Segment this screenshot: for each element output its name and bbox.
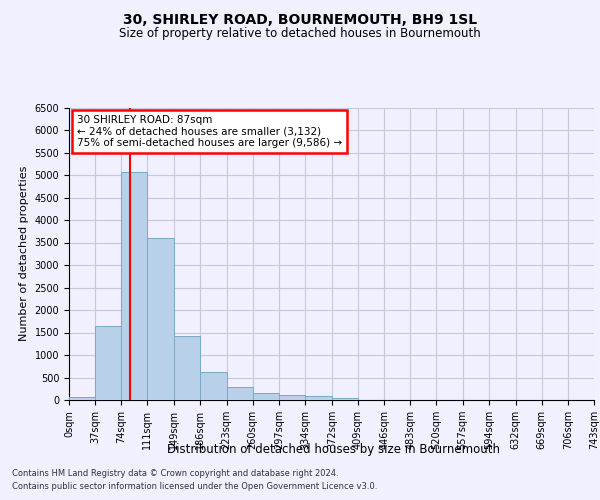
Text: Contains HM Land Registry data © Crown copyright and database right 2024.: Contains HM Land Registry data © Crown c… [12, 468, 338, 477]
Bar [200, 372, 227, 400]
Bar [227, 387, 253, 400]
Bar [332, 398, 358, 400]
Text: Distribution of detached houses by size in Bournemouth: Distribution of detached houses by size … [167, 442, 500, 456]
Bar [305, 396, 332, 400]
Text: Size of property relative to detached houses in Bournemouth: Size of property relative to detached ho… [119, 28, 481, 40]
Y-axis label: Number of detached properties: Number of detached properties [19, 166, 29, 342]
Bar [121, 172, 148, 400]
Bar [148, 238, 174, 400]
Bar [253, 394, 279, 400]
Bar [69, 396, 95, 400]
Bar [279, 395, 305, 400]
Text: 30, SHIRLEY ROAD, BOURNEMOUTH, BH9 1SL: 30, SHIRLEY ROAD, BOURNEMOUTH, BH9 1SL [123, 12, 477, 26]
Text: Contains public sector information licensed under the Open Government Licence v3: Contains public sector information licen… [12, 482, 377, 491]
Bar [174, 336, 200, 400]
Bar [95, 326, 121, 400]
Text: 30 SHIRLEY ROAD: 87sqm
← 24% of detached houses are smaller (3,132)
75% of semi-: 30 SHIRLEY ROAD: 87sqm ← 24% of detached… [77, 115, 342, 148]
